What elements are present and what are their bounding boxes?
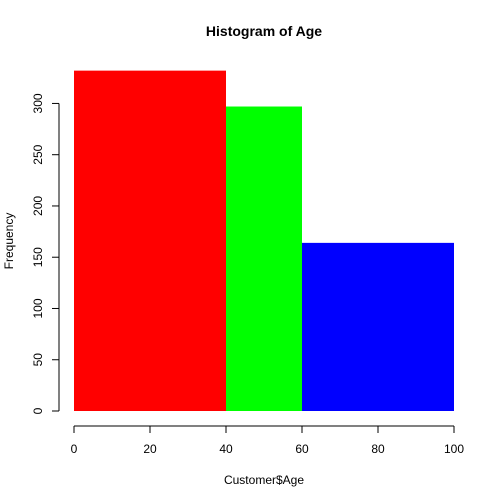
x-axis-label: Customer$Age: [224, 473, 304, 487]
x-tick-label: 100: [444, 442, 464, 456]
x-tick-label: 0: [71, 442, 78, 456]
y-tick-label: 250: [31, 144, 45, 164]
histogram-bar: [226, 106, 302, 412]
x-tick-label: 60: [295, 442, 309, 456]
x-tick-label: 40: [219, 442, 233, 456]
y-axis-label: Frequency: [2, 213, 16, 270]
y-tick-label: 100: [31, 298, 45, 318]
y-tick-label: 200: [31, 196, 45, 216]
y-tick-label: 150: [31, 247, 45, 267]
x-tick-label: 80: [371, 442, 385, 456]
y-axis: 0 50 100 150 200 250 300: [31, 93, 60, 414]
y-tick-label: 0: [31, 407, 45, 414]
y-tick-label: 50: [31, 353, 45, 367]
x-tick-label: 20: [143, 442, 157, 456]
histogram-bar: [302, 242, 454, 411]
histogram-bar: [74, 70, 226, 411]
y-tick-label: 300: [31, 93, 45, 113]
chart-title: Histogram of Age: [206, 23, 322, 39]
x-axis: 0 20 40 60 80 100: [71, 425, 464, 456]
bars-group: [74, 70, 454, 412]
